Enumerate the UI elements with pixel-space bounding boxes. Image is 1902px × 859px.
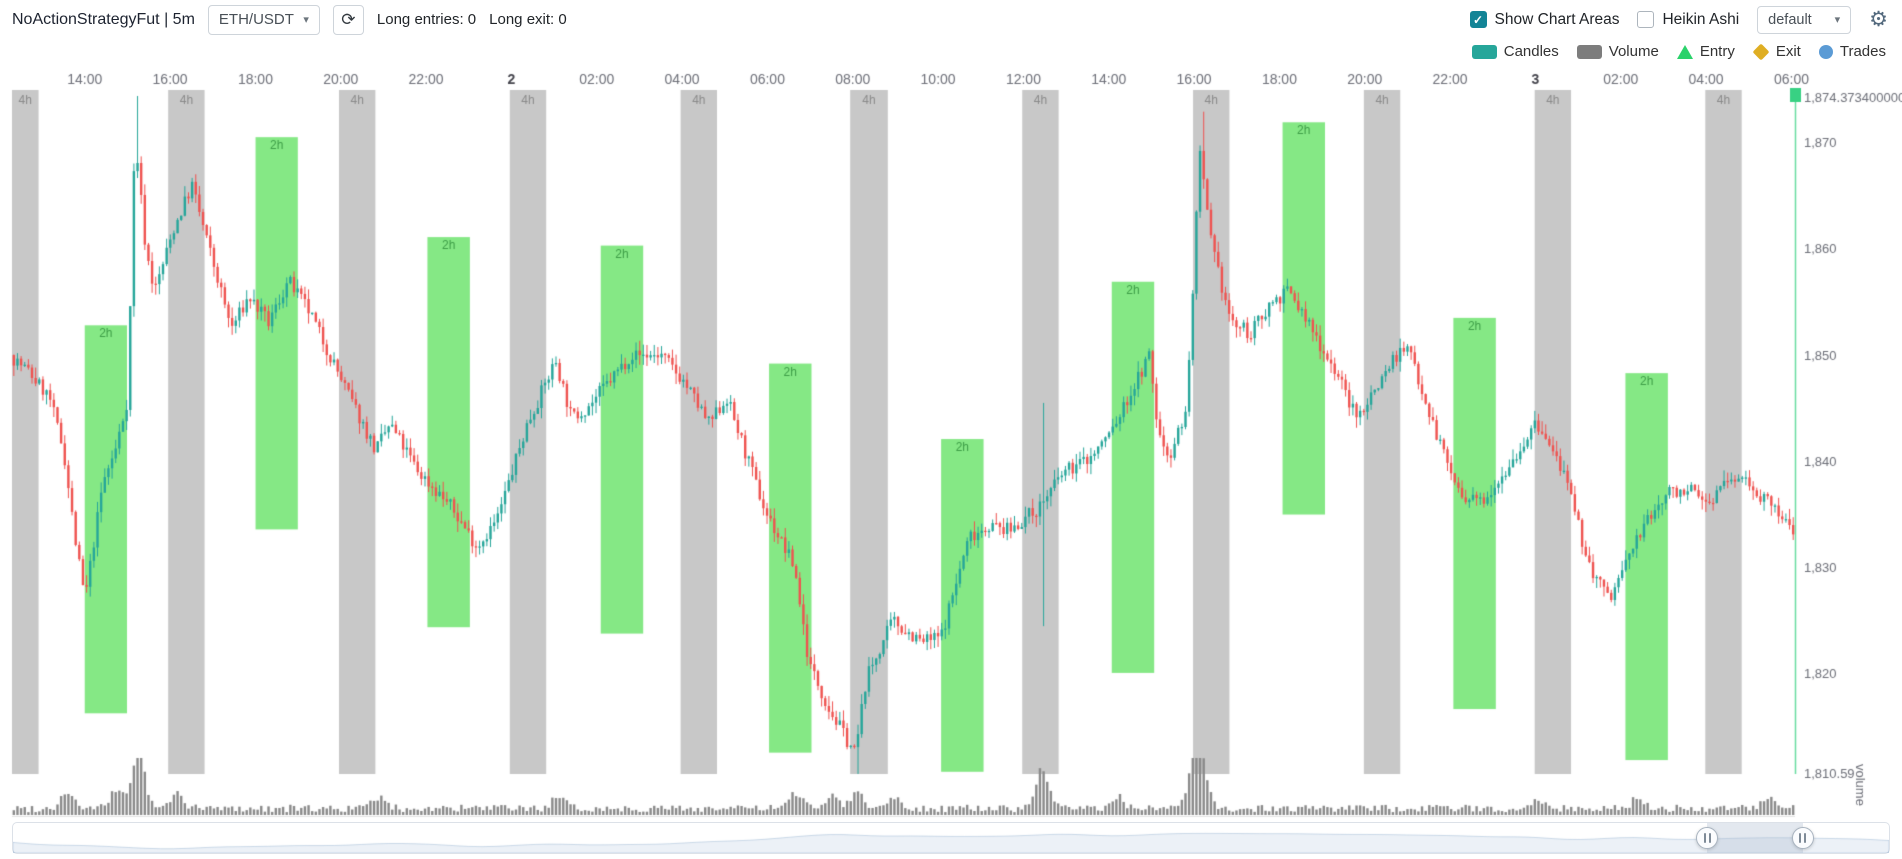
toolbar-left: NoActionStrategyFut | 5m ETH/USDT ▾ ⟳ Lo… bbox=[12, 4, 567, 35]
chevron-down-icon: ▾ bbox=[1834, 14, 1841, 26]
pair-select[interactable]: ETH/USDT ▾ bbox=[207, 4, 320, 35]
long-entries-count: Long entries: 0 bbox=[376, 11, 477, 28]
exit-diamond-icon bbox=[1752, 43, 1770, 60]
datazoom-slider[interactable] bbox=[12, 822, 1890, 854]
datazoom-right-handle[interactable] bbox=[1791, 827, 1814, 849]
pair-select-value: ETH/USDT bbox=[218, 11, 294, 28]
handle-grip-icon bbox=[1708, 833, 1711, 843]
legend-entry-label: Entry bbox=[1699, 43, 1735, 60]
legend-item-entry[interactable]: Entry bbox=[1676, 43, 1735, 60]
heikin-ashi-label: Heikin Ashi bbox=[1662, 10, 1740, 28]
legend-item-exit[interactable]: Exit bbox=[1752, 43, 1801, 60]
legend-exit-label: Exit bbox=[1775, 43, 1801, 60]
datazoom-left-handle[interactable] bbox=[1696, 827, 1719, 849]
heikin-ashi-toggle[interactable]: Heikin Ashi bbox=[1637, 11, 1739, 29]
legend-trades-label: Trades bbox=[1839, 43, 1886, 60]
legend-item-volume[interactable]: Volume bbox=[1576, 43, 1659, 60]
top-toolbar: NoActionStrategyFut | 5m ETH/USDT ▾ ⟳ Lo… bbox=[0, 0, 1902, 39]
toolbar-right: Show Chart Areas Heikin Ashi default ▾ ⚙ bbox=[1469, 5, 1888, 34]
datazoom-preview-canvas bbox=[13, 823, 1889, 853]
heikin-ashi-checkbox[interactable] bbox=[1637, 11, 1655, 28]
handle-grip-icon bbox=[1703, 833, 1706, 843]
show-chart-areas-toggle[interactable]: Show Chart Areas bbox=[1469, 10, 1620, 29]
show-chart-areas-label: Show Chart Areas bbox=[1494, 10, 1620, 28]
legend-item-trades[interactable]: Trades bbox=[1818, 43, 1886, 60]
refresh-icon: ⟳ bbox=[341, 9, 356, 29]
candles-swatch-icon bbox=[1471, 44, 1497, 59]
settings-button[interactable]: ⚙ bbox=[1869, 9, 1888, 30]
legend-item-candles[interactable]: Candles bbox=[1471, 43, 1559, 60]
candlestick-chart-canvas[interactable] bbox=[0, 64, 1902, 820]
trades-circle-icon bbox=[1818, 44, 1833, 59]
plot-config-value: default bbox=[1768, 11, 1812, 28]
handle-grip-icon bbox=[1799, 833, 1802, 843]
chart-legend: Candles Volume Entry Exit Trades bbox=[0, 39, 1902, 64]
legend-volume-label: Volume bbox=[1608, 43, 1659, 60]
legend-candles-label: Candles bbox=[1503, 43, 1559, 60]
chevron-down-icon: ▾ bbox=[303, 14, 309, 26]
entry-triangle-icon bbox=[1676, 44, 1693, 59]
gear-icon: ⚙ bbox=[1869, 8, 1888, 31]
strategy-timeframe-title: NoActionStrategyFut | 5m bbox=[12, 10, 195, 28]
refresh-button[interactable]: ⟳ bbox=[332, 4, 364, 35]
handle-grip-icon bbox=[1804, 833, 1807, 843]
long-exit-count: Long exit: 0 bbox=[489, 11, 567, 28]
volume-swatch-icon bbox=[1576, 44, 1602, 59]
plot-config-select[interactable]: default ▾ bbox=[1757, 5, 1852, 34]
show-chart-areas-checkbox[interactable] bbox=[1469, 11, 1487, 28]
datazoom-selected-window[interactable] bbox=[1707, 823, 1803, 853]
